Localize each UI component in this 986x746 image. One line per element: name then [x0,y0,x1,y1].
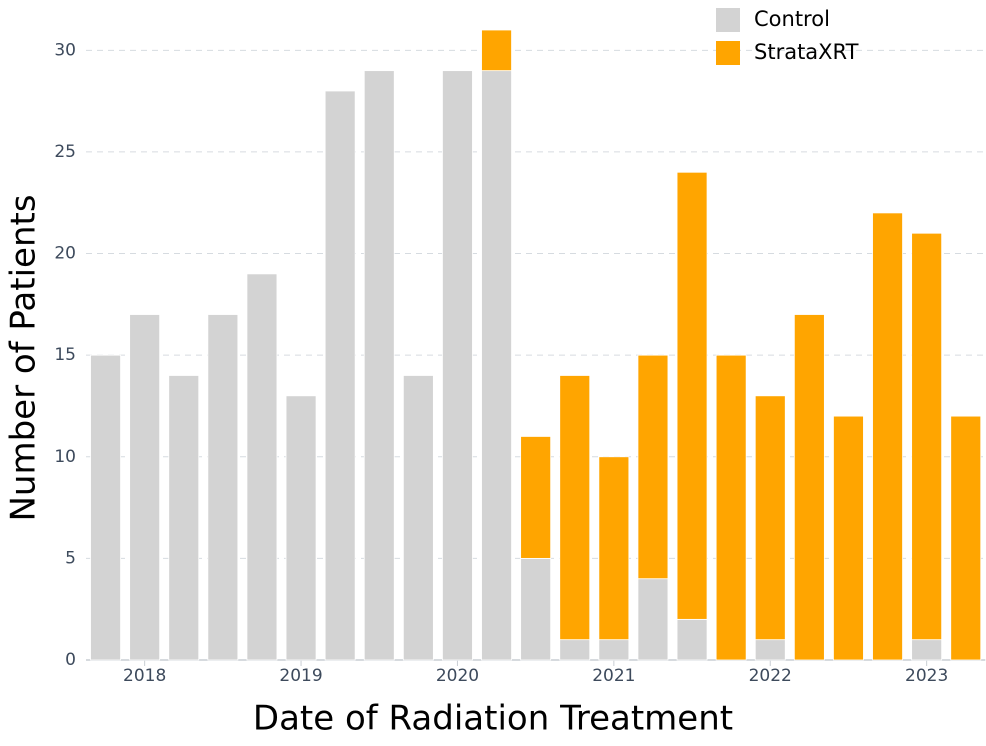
bar-segment [911,639,943,661]
bar-segment [715,354,747,661]
bar-segment [207,314,239,661]
legend-swatch [716,8,740,32]
bar-segment [833,415,864,661]
bar-segment [754,639,786,661]
legend-swatch [716,41,740,65]
bar-segment [559,375,591,641]
bar-segment [520,557,552,661]
bar-segment [637,578,669,661]
legend-label: Control [754,7,830,31]
x-tick-label: 2023 [905,666,948,686]
x-tick-label: 2022 [749,666,792,686]
bar-segment [402,375,434,661]
y-tick-label: 30 [54,40,76,60]
x-tick-label: 2019 [279,666,322,686]
bar-segment [754,395,786,641]
bar-segment [285,395,317,661]
y-tick-label: 20 [54,244,76,264]
y-tick-label: 25 [54,142,76,162]
bar-segment [129,314,161,661]
bar-segment [481,70,512,661]
y-tick-label: 0 [65,650,76,670]
bar-segment [559,639,591,661]
bar-segment [481,29,512,72]
bar-segment [872,212,903,661]
bar-segment [520,436,552,559]
y-tick-label: 5 [65,548,76,568]
bar-segment [598,456,630,641]
bar-segment [793,314,825,661]
x-tick-label: 2018 [123,666,166,686]
bar-segment [911,232,943,641]
bar-segment [246,273,278,661]
bar-segment [637,354,669,580]
y-tick-label: 10 [54,447,76,467]
y-tick-label: 15 [54,345,76,365]
bar-segment [676,171,708,620]
bar-segment [324,90,356,661]
x-axis-title: Date of Radiation Treatment [253,699,733,739]
x-tick-label: 2021 [592,666,635,686]
bar-segment [598,639,630,661]
y-axis-title: Number of Patients [4,194,44,521]
bar-segment [363,70,395,661]
bar-segment [168,375,200,661]
legend-label: StrataXRT [754,40,859,64]
bar-segment [950,415,982,661]
x-tick-label: 2020 [436,666,479,686]
bar-segment [442,70,473,661]
bar-segment [90,354,121,661]
bar-segment [676,618,708,661]
